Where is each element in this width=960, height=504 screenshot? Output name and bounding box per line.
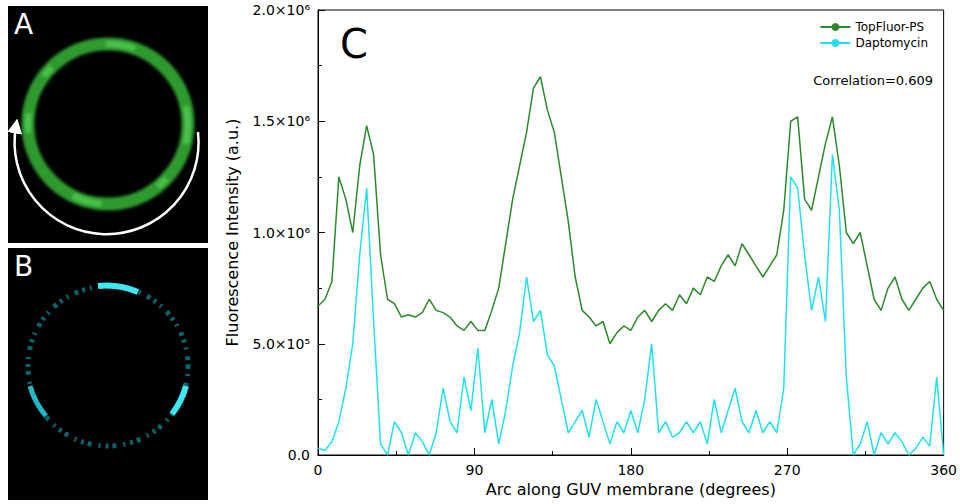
svg-text:360: 360 xyxy=(930,462,957,478)
svg-text:Correlation=0.609: Correlation=0.609 xyxy=(813,73,933,88)
svg-text:5.0×10⁵: 5.0×10⁵ xyxy=(253,336,310,352)
svg-text:B: B xyxy=(14,250,33,283)
svg-text:2.0×10⁶: 2.0×10⁶ xyxy=(253,2,311,18)
svg-text:270: 270 xyxy=(774,462,801,478)
svg-text:Fluorescence Intensity (a.u.): Fluorescence Intensity (a.u.) xyxy=(223,119,242,347)
svg-text:0.0: 0.0 xyxy=(288,447,310,463)
svg-text:1.0×10⁶: 1.0×10⁶ xyxy=(253,225,311,241)
svg-text:1.5×10⁶: 1.5×10⁶ xyxy=(253,113,311,129)
svg-text:TopFluor-PS: TopFluor-PS xyxy=(854,20,924,34)
svg-text:0: 0 xyxy=(314,462,323,478)
svg-text:Arc along GUV membrane (degree: Arc along GUV membrane (degrees) xyxy=(486,480,776,499)
svg-text:Daptomycin: Daptomycin xyxy=(855,36,928,50)
svg-text:C: C xyxy=(340,21,368,67)
svg-text:90: 90 xyxy=(465,462,483,478)
svg-text:A: A xyxy=(14,8,33,41)
svg-text:180: 180 xyxy=(617,462,644,478)
